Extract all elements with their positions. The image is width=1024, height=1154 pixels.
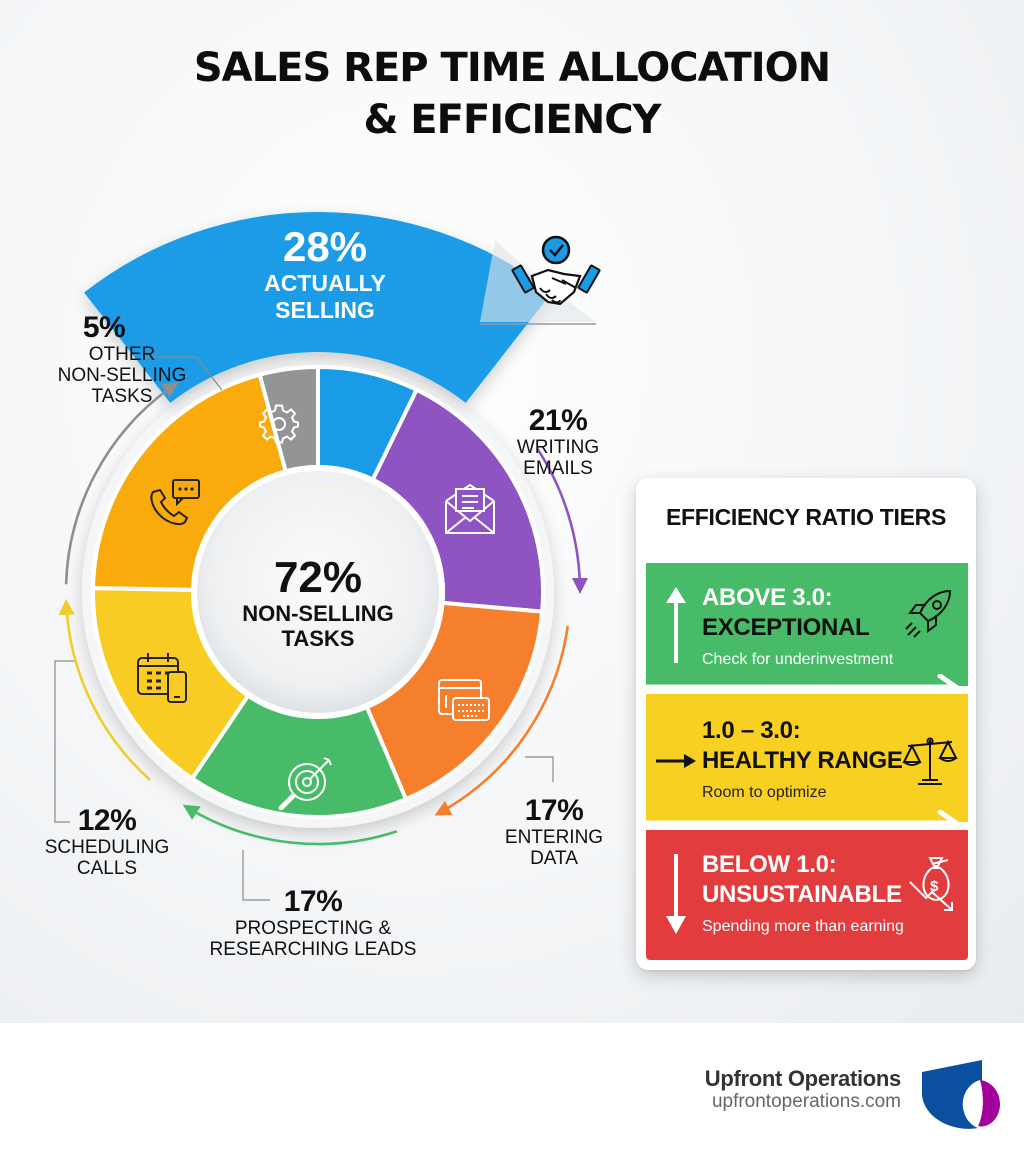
orange-arrow-arc [442,625,569,812]
purple-arrow-arc [536,448,582,585]
tier-2-range: 1.0 – 3.0: [702,717,801,744]
yellow-arrow-head-icon [58,598,75,616]
brand-name: Upfront Operations [704,1066,902,1091]
calendar-phone-icon [137,653,187,703]
green-arrow-head-icon [182,804,201,820]
right-arrow-icon [656,754,696,768]
emails-label: 21% WRITING EMAILS [498,404,618,480]
tier-1-range: ABOVE 3.0: [702,584,833,611]
efficiency-tiers-card: EFFICIENCY RATIO TIERS ABOVE 3.0: EXCEPT… [636,478,976,970]
browser-keyboard-icon [438,679,490,721]
other-leader-line [140,356,223,391]
prospecting-text-1: PROSPECTING & [234,918,392,939]
data-label: 17% ENTERING DATA [494,794,614,870]
tier-3-range: BELOW 1.0: [702,851,837,878]
scheduling-label: 12% SCHEDULING CALLS [42,804,172,880]
selling-label: 28% ACTUALLY SELLING [225,224,425,324]
selling-text-2: SELLING [275,297,375,323]
svg-text:$: $ [930,878,939,895]
prospecting-text-2: RESEARCHING LEADS [209,939,417,960]
prospecting-percent: 17% [283,885,343,918]
up-arrow-icon [666,587,686,663]
other-text-1: OTHER [88,344,156,365]
tier-3-name: UNSUSTAINABLE [702,881,902,908]
tier-healthy: 1.0 – 3.0: HEALTHY RANGE Room to optimiz… [646,694,968,822]
down-arrow-icon [666,854,686,934]
brand-url[interactable]: upfrontoperations.com [711,1091,901,1112]
tier-exceptional: ABOVE 3.0: EXCEPTIONAL Check for underin… [646,563,968,686]
other-text-3: TASKS [91,386,153,407]
tiers-title: EFFICIENCY RATIO TIERS [665,504,947,530]
scheduling-percent: 12% [77,804,137,837]
selling-percent: 28% [282,223,368,270]
rocket-icon [905,589,952,638]
yellow-arrow-arc [65,608,151,781]
tier-1-name: EXCEPTIONAL [702,614,870,641]
emails-percent: 21% [528,404,588,437]
hub [197,471,439,713]
other-text-2: NON-SELLING [57,365,187,386]
gray-arrow-head-icon [161,381,179,398]
prospecting-label: 17% PROSPECTING & RESEARCHING LEADS [198,885,428,961]
target-magnifier-icon [278,757,332,811]
tier-2-name: HEALTHY RANGE [702,747,903,774]
non-selling-text-2: TASKS [281,626,355,651]
prospecting-leader-line [242,850,270,901]
selling-text-1: ACTUALLY [264,270,386,296]
tier-unsustainable: BELOW 1.0: UNSUSTAINABLE Spending more t… [646,830,968,960]
data-text-1: ENTERING [504,827,604,848]
phone-chat-icon [150,479,200,526]
title-line-2: & EFFICIENCY [363,97,661,143]
data-percent: 17% [524,794,584,827]
footer-brand: Upfront Operations upfrontoperations.com [697,1066,902,1113]
tier-2-note: Room to optimize [702,784,827,801]
money-bag-down-icon: $ [909,857,953,911]
tier-1-note: Check for underinvestment [702,651,894,668]
other-label: 5% OTHER NON-SELLING TASKS [52,312,192,408]
green-arrow-arc [190,808,398,846]
scheduling-text-1: SCHEDULING [44,837,170,858]
page-title: SALES REP TIME ALLOCATION & EFFICIENCY [0,42,1024,146]
center-label: 72% NON-SELLING TASKS [218,553,418,652]
time-allocation-wheel [54,211,601,901]
emails-text-1: WRITING [516,437,600,458]
flow-arrows [58,381,588,846]
gray-arrow-arc [64,386,172,585]
title-line-1: SALES REP TIME ALLOCATION [193,45,831,91]
scheduling-leader-line [54,660,75,823]
data-leader-line [525,756,554,782]
brand-logo-icon [922,1060,1000,1129]
envelope-letter-icon [445,483,495,534]
exploded-selling-sector [84,211,552,403]
non-selling-text-1: NON-SELLING [242,601,394,626]
gear-icon [259,404,299,444]
data-text-2: DATA [530,848,578,869]
scheduling-text-2: CALLS [76,858,138,879]
emails-text-2: EMAILS [523,458,593,479]
other-percent: 5% [82,311,126,344]
purple-arrow-head-icon [572,578,588,594]
tier-3-note: Spending more than earning [702,918,904,935]
handshake-check-icon [511,235,601,306]
non-selling-percent: 72% [273,553,363,602]
balance-scale-icon [902,737,958,785]
orange-arrow-head-icon [434,800,453,816]
